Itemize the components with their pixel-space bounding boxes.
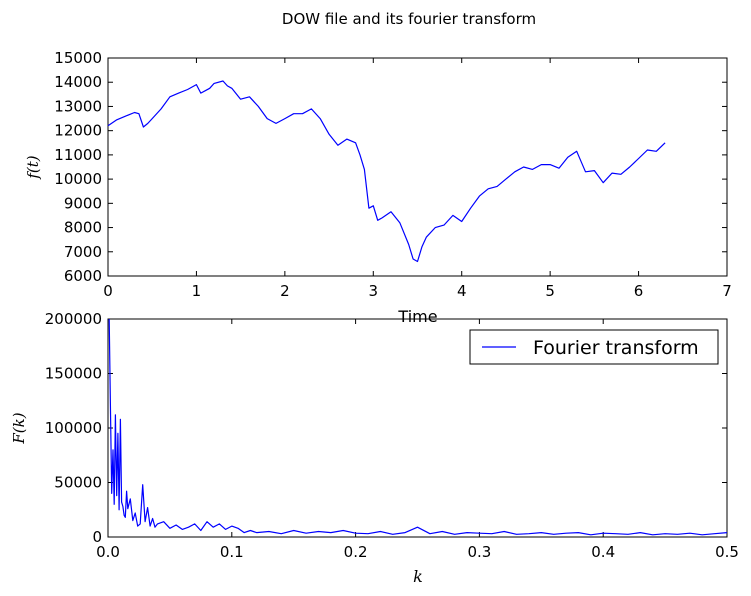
x-tick-label: 0.0 — [96, 543, 120, 561]
x-tick-label: 0.3 — [467, 543, 491, 561]
time-series-axes: 0 1 2 3 4 5 6 7 6000 7000 8000 9000 10000 11000 12000… — [24, 49, 732, 326]
y-tick-label: 50000 — [54, 474, 102, 492]
fourier-y-ticks: 0 50000 100000 150000 200000 — [45, 310, 727, 546]
x-tick-label: 1 — [192, 282, 202, 300]
y-tick-label: 11000 — [54, 146, 102, 164]
time-series-lines — [107, 80, 666, 263]
fourier-lines — [108, 318, 728, 536]
y-tick-label: 7000 — [64, 243, 102, 261]
x-tick-label: 0.4 — [591, 543, 615, 561]
x-tick-label: 6 — [634, 282, 644, 300]
y-tick-label: 9000 — [64, 194, 102, 212]
x-tick-label: 3 — [369, 282, 379, 300]
y-tick-label: 200000 — [45, 310, 102, 328]
x-tick-label: 7 — [722, 282, 732, 300]
y-tick-label: 13000 — [54, 97, 102, 115]
x-tick-label: 4 — [457, 282, 467, 300]
y-tick-label: 150000 — [45, 365, 102, 383]
x-tick-label: 0.5 — [715, 543, 739, 561]
x-tick-label: 2 — [280, 282, 290, 300]
fourier-y-axis-label: F(k) — [10, 412, 28, 444]
x-tick-label: 0.2 — [344, 543, 368, 561]
figure-title: DOW file and its fourier transform — [282, 10, 536, 28]
y-tick-label: 10000 — [54, 170, 102, 188]
x-tick-label: 5 — [545, 282, 555, 300]
x-tick-label: 0 — [103, 282, 113, 300]
y-tick-label: 14000 — [54, 73, 102, 91]
y-tick-label: 12000 — [54, 122, 102, 140]
time-series-plot-frame — [107, 57, 728, 277]
legend-box — [469, 329, 719, 365]
time-series-x-ticks: 0 1 2 3 4 5 6 7 — [103, 58, 732, 300]
fourier-x-axis-label: k — [413, 567, 423, 586]
series-line — [108, 318, 728, 536]
y-tick-label: 15000 — [54, 49, 102, 67]
x-tick-label: 0.1 — [220, 543, 244, 561]
y-tick-label: 100000 — [45, 419, 102, 437]
y-tick-label: 8000 — [64, 219, 102, 237]
legend-label: Fourier transform — [533, 337, 699, 359]
y-tick-label: 0 — [92, 528, 102, 546]
time-series-y-ticks: 6000 7000 8000 9000 10000 11000 12000 13000 1400… — [54, 49, 727, 285]
series-line — [107, 80, 666, 263]
time-series-y-axis-label: f(t) — [24, 155, 42, 179]
time-series-x-axis-label: Time — [397, 307, 437, 326]
fourier-legend: Fourier transform — [469, 329, 719, 365]
fourier-x-ticks: 0.0 0.1 0.2 0.3 0.4 0.5 — [96, 319, 739, 561]
fourier-axes: 0.0 0.1 0.2 0.3 0.4 0.5 0 50000 100000 150000 200… — [10, 310, 739, 586]
y-tick-label: 6000 — [64, 267, 102, 285]
